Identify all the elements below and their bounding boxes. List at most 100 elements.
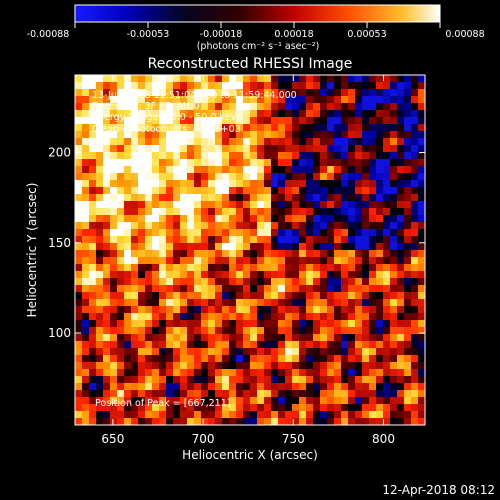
heatmap-cell	[376, 383, 384, 391]
heatmap-cell	[334, 236, 342, 244]
heatmap-cell	[124, 208, 132, 216]
heatmap-cell	[362, 390, 370, 398]
heatmap-cell	[418, 222, 426, 230]
heatmap-cell	[250, 201, 258, 209]
heatmap-cell	[117, 257, 125, 265]
heatmap-cell	[159, 236, 167, 244]
heatmap-cell	[341, 75, 349, 83]
heatmap-cell	[201, 194, 209, 202]
heatmap-cell	[292, 75, 300, 83]
heatmap-cell	[201, 75, 209, 83]
heatmap-cell	[383, 257, 391, 265]
heatmap-cell	[173, 215, 181, 223]
heatmap-cell	[390, 397, 398, 405]
heatmap-cell	[222, 418, 230, 426]
heatmap-cell	[404, 236, 412, 244]
heatmap-cell	[369, 82, 377, 90]
heatmap-cell	[285, 404, 293, 412]
heatmap-cell	[341, 243, 349, 251]
heatmap-cell	[313, 124, 321, 132]
heatmap-cell	[173, 131, 181, 139]
heatmap-cell	[117, 236, 125, 244]
heatmap-cell	[250, 271, 258, 279]
heatmap-cell	[292, 173, 300, 181]
colorbar-tick-label: 0.00053	[347, 29, 386, 40]
heatmap-cell	[117, 341, 125, 349]
heatmap-cell	[341, 264, 349, 272]
heatmap-cell	[327, 355, 335, 363]
heatmap-cell	[376, 327, 384, 335]
heatmap-cell	[75, 418, 83, 426]
heatmap-cell	[418, 103, 426, 111]
heatmap-cell	[292, 418, 300, 426]
heatmap-cell	[159, 222, 167, 230]
heatmap-cell	[152, 355, 160, 363]
heatmap-cell	[404, 418, 412, 426]
heatmap-cell	[250, 89, 258, 97]
heatmap-cell	[306, 173, 314, 181]
heatmap-cell	[103, 369, 111, 377]
heatmap-cell	[320, 187, 328, 195]
heatmap-cell	[243, 362, 251, 370]
heatmap-cell	[334, 418, 342, 426]
heatmap-cell	[285, 313, 293, 321]
heatmap-cell	[362, 187, 370, 195]
heatmap-cell	[348, 117, 356, 125]
heatmap-cell	[96, 362, 104, 370]
heatmap-cell	[278, 138, 286, 146]
heatmap-cell	[348, 327, 356, 335]
heatmap-cell	[152, 369, 160, 377]
heatmap-cell	[320, 411, 328, 419]
heatmap-cell	[96, 320, 104, 328]
heatmap-cell	[306, 159, 314, 167]
heatmap-cell	[334, 397, 342, 405]
heatmap-cell	[236, 173, 244, 181]
heatmap-cell	[411, 257, 419, 265]
heatmap-cell	[292, 341, 300, 349]
heatmap-cell	[208, 362, 216, 370]
heatmap-cell	[138, 313, 146, 321]
heatmap-cell	[341, 229, 349, 237]
heatmap-cell	[376, 390, 384, 398]
heatmap-cell	[215, 320, 223, 328]
heatmap-cell	[201, 397, 209, 405]
heatmap-cell	[145, 236, 153, 244]
heatmap-cell	[348, 348, 356, 356]
heatmap-cell	[187, 320, 195, 328]
heatmap-cell	[383, 166, 391, 174]
heatmap-cell	[411, 138, 419, 146]
heatmap-cell	[236, 117, 244, 125]
heatmap-cell	[145, 180, 153, 188]
heatmap-cell	[187, 313, 195, 321]
heatmap-cell	[236, 278, 244, 286]
heatmap-cell	[334, 334, 342, 342]
heatmap-cell	[257, 159, 265, 167]
heatmap-cell	[243, 397, 251, 405]
heatmap-cell	[159, 383, 167, 391]
heatmap-cell	[313, 243, 321, 251]
heatmap-cell	[229, 124, 237, 132]
heatmap-cell	[264, 187, 272, 195]
heatmap-cell	[404, 145, 412, 153]
heatmap-cell	[355, 117, 363, 125]
heatmap-cell	[348, 397, 356, 405]
heatmap-cell	[271, 131, 279, 139]
heatmap-cell	[215, 173, 223, 181]
heatmap-cell	[180, 348, 188, 356]
heatmap-cell	[131, 376, 139, 384]
heatmap-cell	[208, 376, 216, 384]
heatmap-cell	[383, 306, 391, 314]
heatmap-cell	[376, 376, 384, 384]
heatmap-cell	[187, 236, 195, 244]
heatmap-cell	[369, 271, 377, 279]
heatmap-cell	[285, 82, 293, 90]
heatmap-cell	[75, 201, 83, 209]
heatmap-cell	[390, 82, 398, 90]
heatmap-cell	[229, 278, 237, 286]
heatmap-cell	[222, 257, 230, 265]
heatmap-cell	[124, 96, 132, 104]
heatmap-cell	[397, 103, 405, 111]
heatmap-cell	[124, 327, 132, 335]
heatmap-cell	[299, 313, 307, 321]
heatmap-cell	[292, 376, 300, 384]
